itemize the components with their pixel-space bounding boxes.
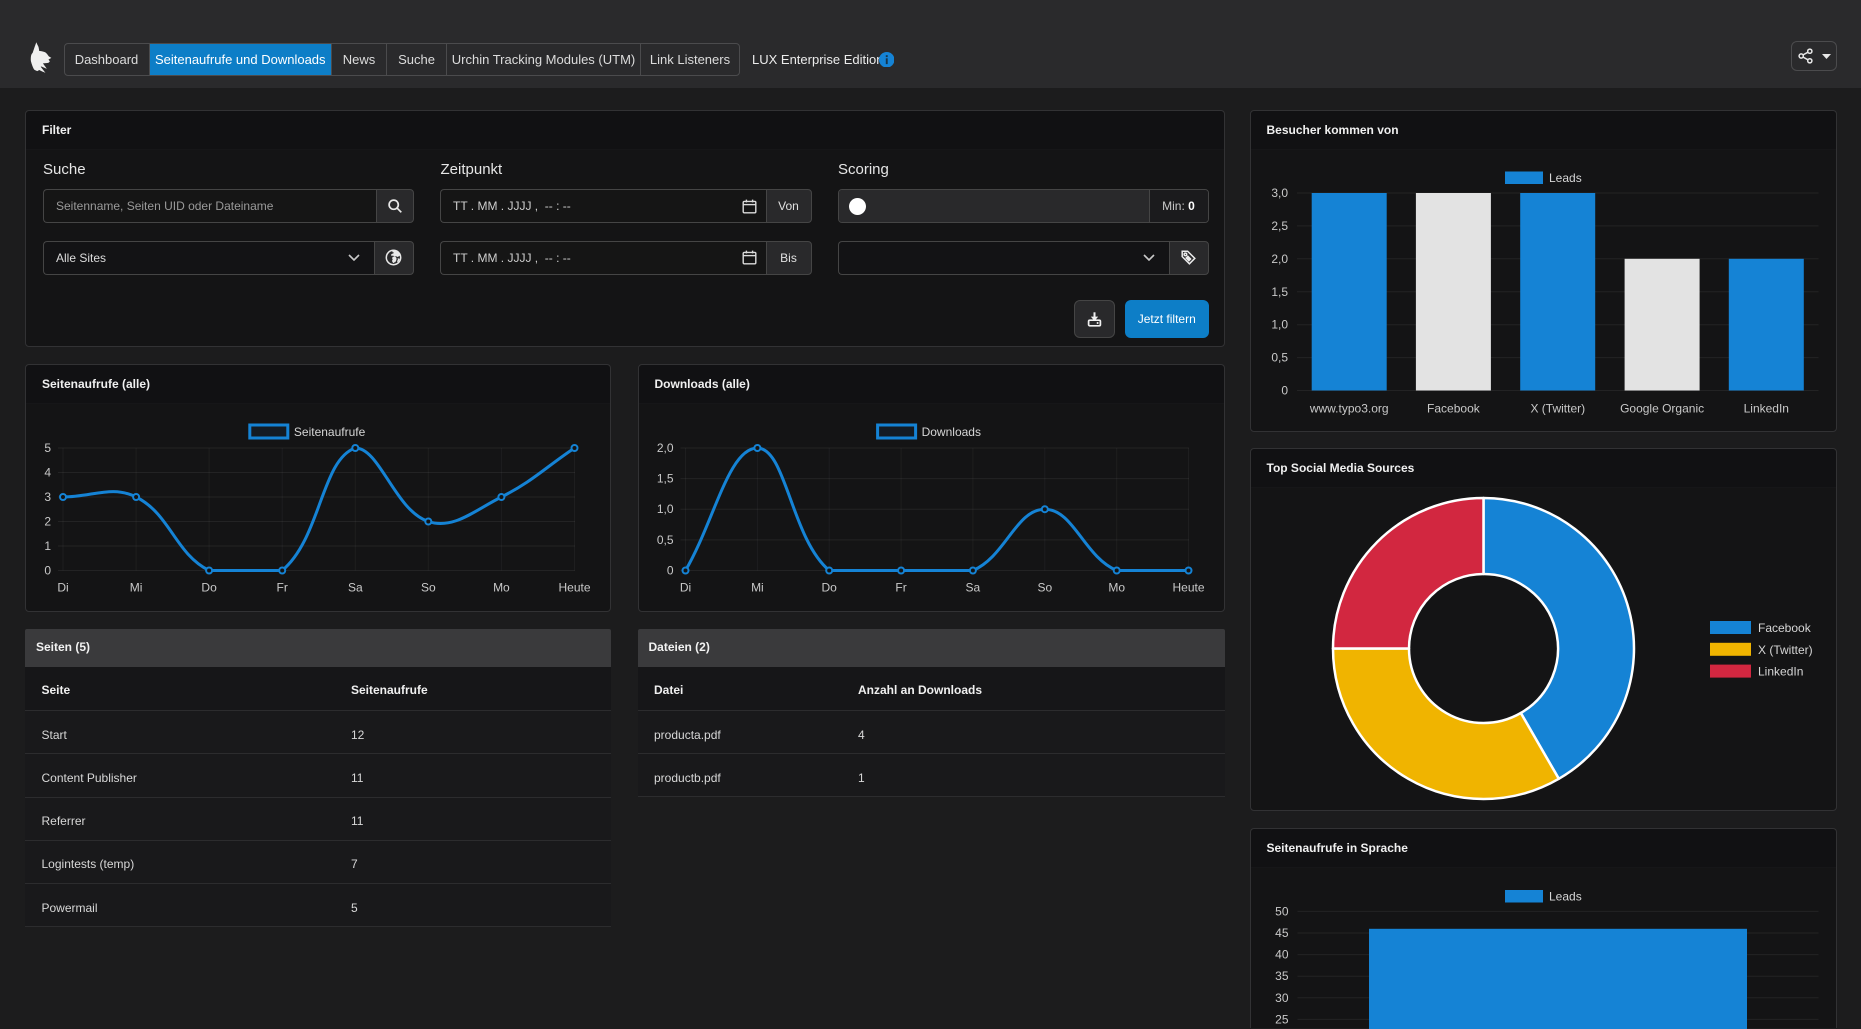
svg-text:Mo: Mo <box>493 581 510 595</box>
svg-text:0: 0 <box>666 564 673 578</box>
svg-text:LinkedIn: LinkedIn <box>1743 402 1788 416</box>
svg-text:Do: Do <box>201 581 217 595</box>
svg-text:30: 30 <box>1275 991 1289 1005</box>
svg-text:0: 0 <box>44 564 51 578</box>
svg-text:Sa: Sa <box>348 581 363 595</box>
svg-text:Google Organic: Google Organic <box>1620 402 1704 416</box>
svg-text:5: 5 <box>44 441 51 455</box>
svg-text:40: 40 <box>1275 948 1289 962</box>
svg-text:Leads: Leads <box>1549 171 1582 185</box>
svg-text:So: So <box>1037 581 1052 595</box>
svg-text:X (Twitter): X (Twitter) <box>1758 643 1813 657</box>
svg-text:50: 50 <box>1275 904 1289 918</box>
svg-text:2,5: 2,5 <box>1271 219 1288 233</box>
svg-text:Heute: Heute <box>1172 581 1204 595</box>
svg-text:Downloads: Downloads <box>921 425 980 439</box>
svg-text:2: 2 <box>44 515 51 529</box>
svg-text:45: 45 <box>1275 926 1289 940</box>
svg-text:Mo: Mo <box>1108 581 1125 595</box>
svg-text:Fr: Fr <box>895 581 906 595</box>
svg-text:3,0: 3,0 <box>1271 186 1288 200</box>
svg-text:Leads: Leads <box>1549 890 1582 904</box>
svg-text:1,5: 1,5 <box>1271 285 1288 299</box>
svg-text:2,0: 2,0 <box>1271 252 1288 266</box>
svg-text:1,0: 1,0 <box>656 502 673 516</box>
svg-text:0,5: 0,5 <box>1271 351 1288 365</box>
svg-text:0: 0 <box>1281 384 1288 398</box>
svg-text:2,0: 2,0 <box>656 441 673 455</box>
svg-text:Mi: Mi <box>751 581 764 595</box>
svg-text:3: 3 <box>44 490 51 504</box>
svg-text:Fr: Fr <box>277 581 288 595</box>
svg-text:35: 35 <box>1275 969 1289 983</box>
svg-text:www.typo3.org: www.typo3.org <box>1308 402 1388 416</box>
svg-text:Sa: Sa <box>965 581 980 595</box>
svg-text:0,5: 0,5 <box>656 533 673 547</box>
svg-text:Mi: Mi <box>130 581 143 595</box>
svg-text:Heute: Heute <box>558 581 590 595</box>
svg-text:Do: Do <box>821 581 837 595</box>
svg-text:So: So <box>421 581 436 595</box>
svg-text:LinkedIn: LinkedIn <box>1758 665 1803 679</box>
svg-text:Facebook: Facebook <box>1758 621 1812 635</box>
svg-text:Di: Di <box>679 581 690 595</box>
svg-text:1,0: 1,0 <box>1271 318 1288 332</box>
svg-text:1: 1 <box>44 539 51 553</box>
svg-text:Seitenaufrufe: Seitenaufrufe <box>294 425 366 439</box>
svg-text:25: 25 <box>1275 1012 1289 1026</box>
svg-text:X (Twitter): X (Twitter) <box>1530 402 1585 416</box>
svg-text:Di: Di <box>57 581 68 595</box>
svg-text:1,5: 1,5 <box>656 472 673 486</box>
svg-text:Facebook: Facebook <box>1427 402 1481 416</box>
svg-text:4: 4 <box>44 466 51 480</box>
